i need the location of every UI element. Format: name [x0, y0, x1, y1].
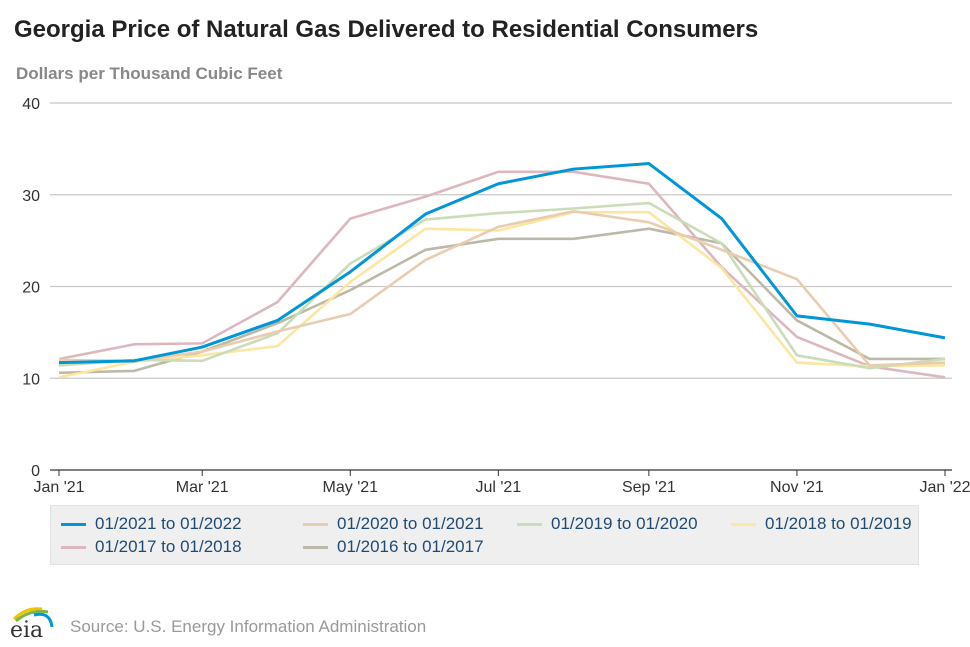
series-line: [58, 162, 946, 365]
legend: 01/2021 to 01/2022 01/2020 to 01/2021 01/2…: [50, 505, 919, 565]
x-tick-label: May '21: [323, 479, 379, 496]
y-tick-label: 20: [22, 280, 40, 297]
legend-swatch: [731, 522, 756, 526]
y-tick-label: 10: [22, 371, 40, 388]
y-axis-label: Dollars per Thousand Cubic Feet: [16, 64, 283, 83]
legend-item[interactable]: 01/2018 to 01/2019: [731, 514, 912, 534]
series-line: [58, 210, 946, 379]
y-tick-label: 30: [22, 188, 40, 205]
legend-label: 01/2019 to 01/2020: [551, 514, 698, 533]
legend-item[interactable]: 01/2020 to 01/2021: [303, 514, 484, 534]
legend-swatch: [303, 522, 328, 526]
legend-label: 01/2016 to 01/2017: [337, 537, 484, 556]
legend-swatch: [303, 545, 328, 549]
legend-swatch: [517, 522, 542, 526]
legend-swatch: [61, 545, 86, 549]
legend-label: 01/2017 to 01/2018: [95, 537, 242, 556]
legend-item[interactable]: 01/2016 to 01/2017: [303, 537, 484, 557]
legend-item[interactable]: 01/2021 to 01/2022: [61, 514, 242, 534]
x-tick-label: Jan '21: [33, 479, 84, 496]
chart-title: Georgia Price of Natural Gas Delivered t…: [14, 16, 759, 43]
x-tick-label: Mar '21: [176, 479, 229, 496]
legend-label: 01/2021 to 01/2022: [95, 514, 242, 533]
x-tick-label: Jan '22: [919, 479, 970, 496]
series-line: [58, 170, 946, 379]
x-tick-label: Nov '21: [770, 479, 824, 496]
series-line: [58, 227, 945, 375]
series-line: [58, 201, 946, 370]
x-tick-label: Sep '21: [622, 479, 676, 496]
legend-label: 01/2018 to 01/2019: [765, 514, 912, 533]
source-note: Source: U.S. Energy Information Administ…: [70, 617, 427, 636]
y-tick-label: 0: [31, 463, 40, 480]
y-tick-label: 40: [22, 96, 40, 113]
legend-swatch: [61, 522, 86, 526]
x-tick-label: Jul '21: [475, 479, 521, 496]
legend-label: 01/2020 to 01/2021: [337, 514, 484, 533]
eia-logo: eia: [10, 607, 54, 639]
legend-item[interactable]: 01/2019 to 01/2020: [517, 514, 698, 534]
svg-text:eia: eia: [10, 618, 43, 639]
series-line: [58, 209, 946, 367]
legend-item[interactable]: 01/2017 to 01/2018: [61, 537, 242, 557]
